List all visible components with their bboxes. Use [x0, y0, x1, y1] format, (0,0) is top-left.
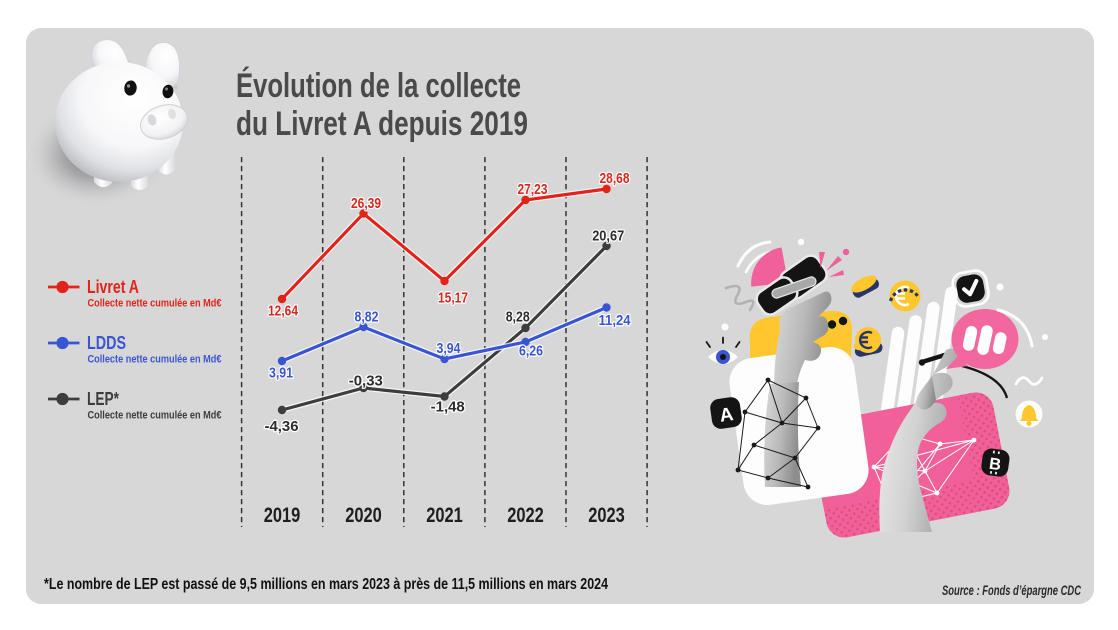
svg-text:8,82: 8,82	[355, 310, 379, 326]
svg-text:LEP*: LEP*	[87, 389, 119, 409]
svg-text:Évolution de la collecte: Évolution de la collecte	[236, 67, 521, 105]
svg-text:Livret A: Livret A	[87, 277, 139, 297]
svg-text:-1,48: -1,48	[431, 400, 465, 416]
svg-text:A: A	[718, 404, 735, 427]
svg-text:2019: 2019	[264, 504, 301, 527]
svg-text:-4,36: -4,36	[265, 419, 299, 435]
svg-text:20,67: 20,67	[592, 229, 624, 245]
svg-text:26,39: 26,39	[351, 196, 381, 212]
svg-text:2022: 2022	[507, 504, 544, 527]
svg-text:11,24: 11,24	[599, 313, 631, 329]
svg-text:15,17: 15,17	[438, 291, 468, 307]
svg-text:2023: 2023	[588, 504, 625, 527]
svg-text:Source : Fonds d’épargne CDC: Source : Fonds d’épargne CDC	[942, 582, 1082, 598]
svg-text:3,94: 3,94	[437, 341, 461, 357]
svg-text:2021: 2021	[426, 504, 463, 527]
svg-text:8,28: 8,28	[506, 310, 530, 326]
svg-text:Collecte nette cumulée en Md€: Collecte nette cumulée en Md€	[88, 410, 223, 422]
svg-text:Collecte nette cumulée en Md€: Collecte nette cumulée en Md€	[88, 354, 223, 366]
svg-text:6,26: 6,26	[519, 344, 543, 360]
svg-text:28,68: 28,68	[600, 171, 630, 187]
svg-text:27,23: 27,23	[518, 182, 548, 198]
svg-text:Collecte nette cumulée en Md€: Collecte nette cumulée en Md€	[88, 298, 223, 310]
svg-text:-0,33: -0,33	[349, 374, 383, 390]
svg-text:12,64: 12,64	[268, 304, 298, 320]
svg-text:du Livret A depuis 2019: du Livret A depuis 2019	[236, 105, 528, 143]
svg-text:3,91: 3,91	[269, 366, 293, 382]
svg-text:LDDS: LDDS	[87, 333, 126, 353]
svg-text:2020: 2020	[345, 504, 382, 527]
svg-text:B: B	[988, 455, 1002, 474]
svg-text:*Le nombre de LEP est passé de: *Le nombre de LEP est passé de 9,5 milli…	[44, 576, 608, 593]
